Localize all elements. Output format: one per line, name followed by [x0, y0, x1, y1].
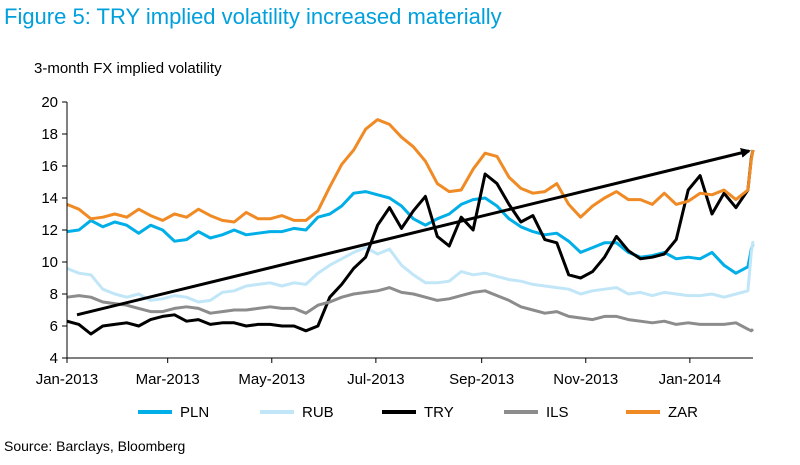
x-tick-label: Jul-2013: [347, 371, 405, 388]
source-note: Source: Barclays, Bloomberg: [4, 438, 186, 454]
x-tick-label: Sep-2013: [449, 371, 514, 388]
x-tick-label: Nov-2013: [553, 371, 618, 388]
series-layer: [66, 118, 755, 336]
y-tick-label: 6: [50, 318, 58, 335]
x-tick-label: Jan-2014: [659, 371, 722, 388]
legend-label-ils: ILS: [546, 404, 569, 421]
series-line-zar: [66, 118, 755, 224]
legend-label-try: TRY: [424, 404, 454, 421]
trend-arrow-layer: [76, 148, 751, 317]
y-tick-label: 8: [50, 286, 58, 303]
figure-title: Figure 5: TRY implied volatility increas…: [4, 4, 502, 29]
y-axis-label: 3-month FX implied volatility: [34, 60, 222, 77]
y-tick-label: 16: [41, 158, 58, 175]
series-line-rub: [66, 240, 755, 304]
legend-label-pln: PLN: [180, 404, 209, 421]
axes-layer: 4 6 8 10 12 14 16 18 20 Jan-2013 Mar-2013 May-2013 J…: [36, 94, 753, 388]
series-line-try: [66, 149, 755, 336]
y-tick-label: 18: [41, 126, 58, 143]
y-tick-label: 10: [41, 254, 58, 271]
x-tick-label: Mar-2013: [136, 371, 200, 388]
series-line-ils: [66, 286, 755, 333]
y-tick-label: 4: [50, 350, 58, 367]
y-tick-label: 12: [41, 222, 58, 239]
y-tick-label: 14: [41, 190, 58, 207]
series-line-pln: [66, 190, 755, 275]
legend-label-zar: ZAR: [668, 404, 698, 421]
legend-label-rub: RUB: [302, 404, 334, 421]
legend: PLN RUB TRY ILS ZAR: [138, 404, 698, 421]
x-tick-label: May-2013: [238, 371, 305, 388]
y-tick-label: 20: [41, 94, 58, 111]
trend-arrow: [76, 148, 751, 317]
x-tick-label: Jan-2013: [36, 371, 99, 388]
